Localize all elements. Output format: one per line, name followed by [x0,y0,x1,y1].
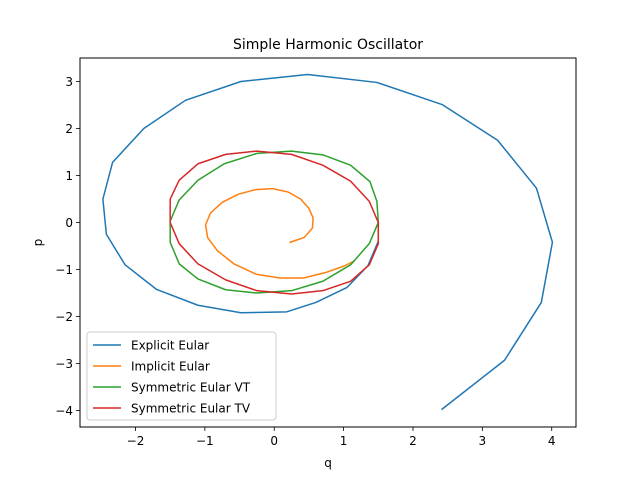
x-tick-label: 1 [340,434,348,448]
legend-label-3: Symmetric Eular TV [131,401,251,415]
y-axis-label: p [31,239,45,247]
legend-label-0: Explicit Eular [131,338,209,352]
y-tick-label: 3 [65,75,73,89]
x-tick-label: 0 [270,434,278,448]
y-tick-label: 0 [65,216,73,230]
y-tick-label: −4 [55,404,73,418]
y-tick-label: −3 [55,357,73,371]
x-tick-label: −2 [127,434,145,448]
y-axis: −4 −3 −2 −1 0 1 2 3 [55,75,80,418]
legend-label-2: Symmetric Eular VT [131,380,251,394]
series-line-3 [169,150,380,295]
series-line-1 [204,187,356,279]
x-axis: −2 −1 0 1 2 3 4 [127,427,556,448]
series-line-2 [169,150,380,294]
legend: Explicit Eular Implicit Eular Symmetric Eu… [86,331,277,421]
chart-title: Simple Harmonic Oscillator [233,37,423,53]
y-tick-label: 1 [65,169,73,183]
x-tick-label: 4 [548,434,556,448]
x-tick-label: 2 [409,434,417,448]
legend-frame [86,331,277,421]
x-tick-label: 3 [479,434,487,448]
plot-frame [79,57,577,428]
series-layer [102,73,554,411]
y-tick-label: −2 [55,310,73,324]
x-axis-label: q [324,456,332,470]
y-tick-label: −1 [55,263,73,277]
series-line-0 [102,73,554,411]
legend-label-1: Implicit Eular [131,359,210,373]
x-tick-label: −1 [196,434,214,448]
y-tick-label: 2 [65,122,73,136]
